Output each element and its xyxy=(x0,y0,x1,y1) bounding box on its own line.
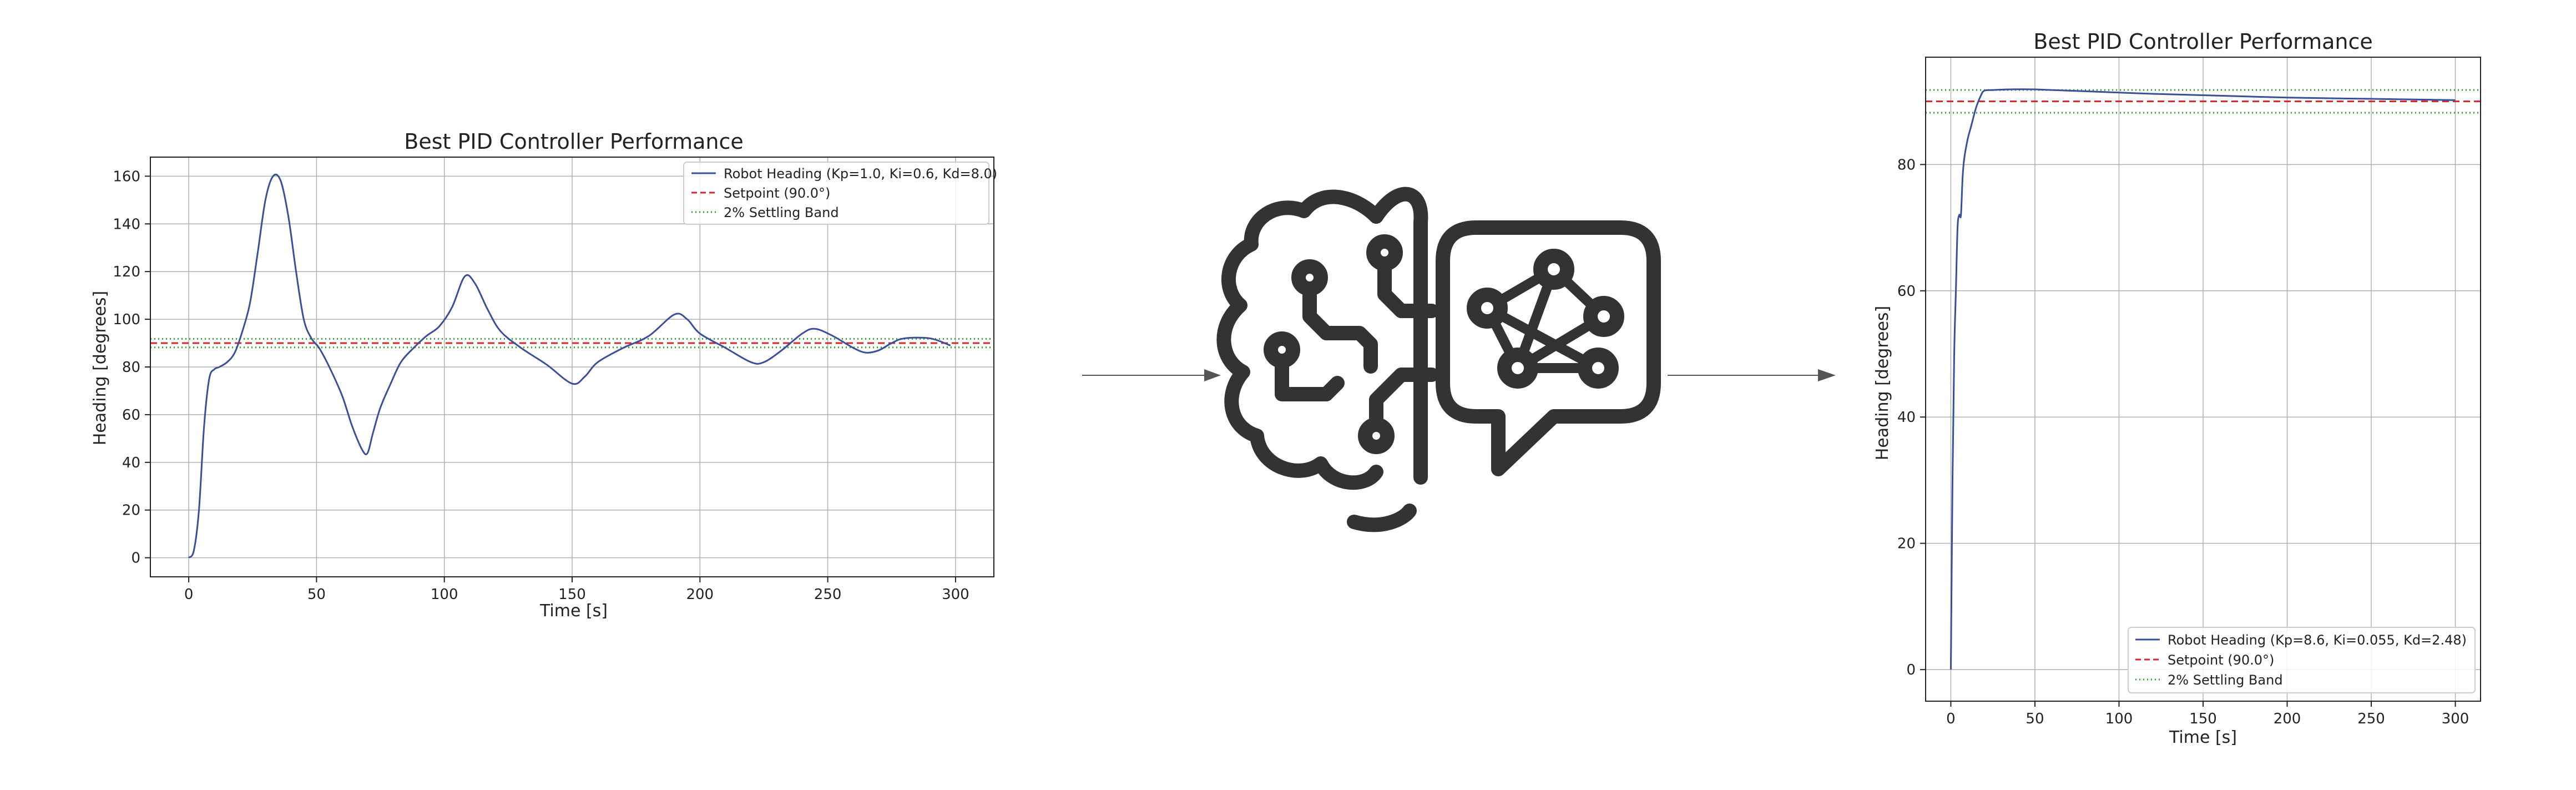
left-y-tick-label: 60 xyxy=(122,407,140,424)
right-chart-xlabel: Time [s] xyxy=(2169,728,2237,747)
right-x-tick-label: 250 xyxy=(2357,711,2385,727)
right-legend-setpoint-label: Setpoint (90.0°) xyxy=(2168,652,2274,668)
right-y-tick-label: 0 xyxy=(1906,662,1916,678)
left-chart-xlabel: Time [s] xyxy=(539,601,608,621)
right-chart: Best PID Controller Performance Time [s]… xyxy=(1873,29,2481,747)
arrow-left-to-icon xyxy=(1082,369,1221,381)
left-y-tick-label: 80 xyxy=(122,359,140,376)
left-chart: Best PID Controller Performance Time [s]… xyxy=(90,129,997,621)
left-chart-reference-lines xyxy=(150,338,994,349)
right-legend-heading-label: Robot Heading (Kp=8.6, Ki=0.055, Kd=2.48… xyxy=(2168,632,2467,648)
left-x-tick-label: 0 xyxy=(184,586,194,603)
right-chart-title: Best PID Controller Performance xyxy=(2033,29,2373,54)
right-y-tick-label: 20 xyxy=(1897,536,1916,552)
left-y-tick-label: 0 xyxy=(131,550,140,567)
ai-brain-network-chat-icon xyxy=(1216,187,1661,532)
left-x-tick-label: 150 xyxy=(558,586,586,603)
left-chart-ylabel: Heading [degrees] xyxy=(90,291,110,446)
right-y-tick-label: 80 xyxy=(1897,157,1916,173)
right-robot-heading-line xyxy=(1949,88,2456,670)
left-y-tick-label: 120 xyxy=(113,264,140,280)
right-chart-legend-box xyxy=(2128,627,2476,693)
right-chart-ylabel: Heading [degrees] xyxy=(1873,306,1892,461)
left-y-tick-label: 100 xyxy=(113,311,140,328)
left-y-tick-label: 40 xyxy=(122,455,140,471)
right-x-tick-label: 200 xyxy=(2274,711,2301,727)
right-chart-gridlines xyxy=(1926,57,2481,701)
left-x-tick-label: 100 xyxy=(431,586,458,603)
left-chart-series xyxy=(188,173,951,558)
left-y-tick-label: 140 xyxy=(113,216,140,233)
left-x-tick-label: 250 xyxy=(814,586,842,603)
right-x-tick-label: 150 xyxy=(2189,711,2217,727)
right-y-tick-label: 60 xyxy=(1897,283,1916,300)
left-x-tick-label: 200 xyxy=(686,586,714,603)
left-chart-gridlines xyxy=(150,157,994,577)
right-x-tick-label: 0 xyxy=(1946,711,1956,727)
left-legend-setpoint-label: Setpoint (90.0°) xyxy=(724,185,830,201)
right-x-tick-label: 50 xyxy=(2026,711,2044,727)
left-legend-heading-label: Robot Heading (Kp=1.0, Ki=0.6, Kd=8.0) xyxy=(724,166,997,182)
right-x-tick-label: 100 xyxy=(2105,711,2133,727)
left-chart-legend: Robot Heading (Kp=1.0, Ki=0.6, Kd=8.0) S… xyxy=(683,162,997,225)
left-legend-band-label: 2% Settling Band xyxy=(724,205,839,220)
right-chart-reference-lines xyxy=(1926,89,2481,114)
right-chart-legend: Robot Heading (Kp=8.6, Ki=0.055, Kd=2.48… xyxy=(2128,627,2476,693)
left-x-tick-label: 300 xyxy=(942,586,969,603)
left-chart-title: Best PID Controller Performance xyxy=(404,129,744,154)
left-x-tick-label: 50 xyxy=(307,586,326,603)
left-y-tick-label: 160 xyxy=(113,168,140,185)
left-robot-heading-line xyxy=(188,173,951,558)
arrow-icon-to-right xyxy=(1668,369,1836,381)
right-y-tick-label: 40 xyxy=(1897,409,1916,426)
right-x-tick-label: 300 xyxy=(2442,711,2469,727)
right-legend-band-label: 2% Settling Band xyxy=(2168,672,2283,688)
left-y-tick-label: 20 xyxy=(122,502,140,519)
left-chart-legend-box xyxy=(683,162,989,225)
left-chart-y-ticks: 0 20 40 60 80 100 120 140 160 xyxy=(113,168,150,567)
right-chart-x-ticks: 0 50 100 150 200 250 300 xyxy=(1946,701,2469,727)
right-chart-y-ticks: 0 20 40 60 80 xyxy=(1897,157,1926,678)
right-chart-series xyxy=(1949,88,2456,670)
left-chart-x-ticks: 0 50 100 150 200 250 300 xyxy=(184,577,969,603)
